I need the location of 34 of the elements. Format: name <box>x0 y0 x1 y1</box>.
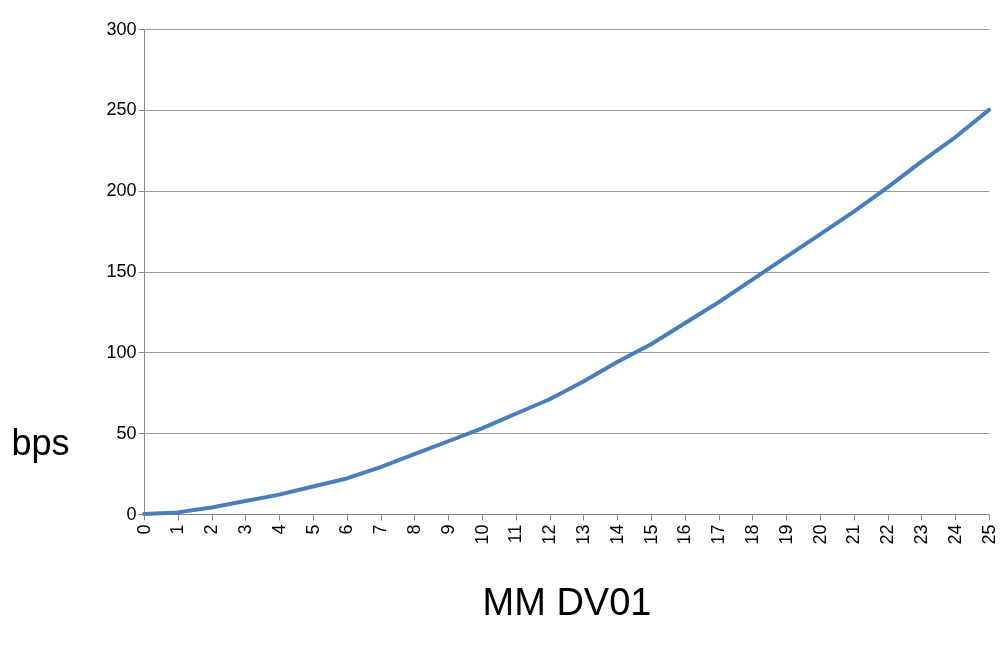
y-tick-label: 100 <box>106 341 137 362</box>
y-axis-title: bps <box>11 421 70 463</box>
x-tick-label: 14 <box>606 524 627 545</box>
x-tick-label: 22 <box>877 524 898 545</box>
x-tick-label: 24 <box>944 524 965 545</box>
x-tick-label: 13 <box>572 524 593 545</box>
x-tick-label: 16 <box>674 524 695 545</box>
x-tick-label: 12 <box>539 524 560 545</box>
y-tick-label: 200 <box>106 180 137 201</box>
x-tick-label: 15 <box>640 524 661 545</box>
x-tick-label: 4 <box>268 524 289 535</box>
x-tick-label: 21 <box>843 524 864 545</box>
x-tick-label: 18 <box>741 524 762 545</box>
x-tick-label: 2 <box>201 524 222 535</box>
x-tick-label: 10 <box>471 524 492 545</box>
y-tick-label: 150 <box>106 261 137 281</box>
x-tick-label: 25 <box>978 524 999 545</box>
x-tick-label: 20 <box>809 524 830 545</box>
x-tick-label: 9 <box>437 524 458 535</box>
x-tick-label: 1 <box>167 524 188 535</box>
x-tick-label: 3 <box>234 524 255 535</box>
x-tick-label: 8 <box>403 524 424 535</box>
y-tick-label: 300 <box>106 18 137 39</box>
x-axis-title: MM DV01 <box>482 580 652 623</box>
x-tick-label: 17 <box>708 524 729 545</box>
y-tick-label: 50 <box>116 422 137 443</box>
x-tick-label: 0 <box>133 524 154 535</box>
x-tick-label: 23 <box>910 524 931 545</box>
x-tick-label: 6 <box>336 524 357 535</box>
x-tick-label: 7 <box>370 524 391 535</box>
x-tick-label: 19 <box>775 524 796 545</box>
x-tick-label: 11 <box>505 524 526 544</box>
x-tick-label: 5 <box>302 524 323 535</box>
y-tick-label: 250 <box>106 99 137 120</box>
